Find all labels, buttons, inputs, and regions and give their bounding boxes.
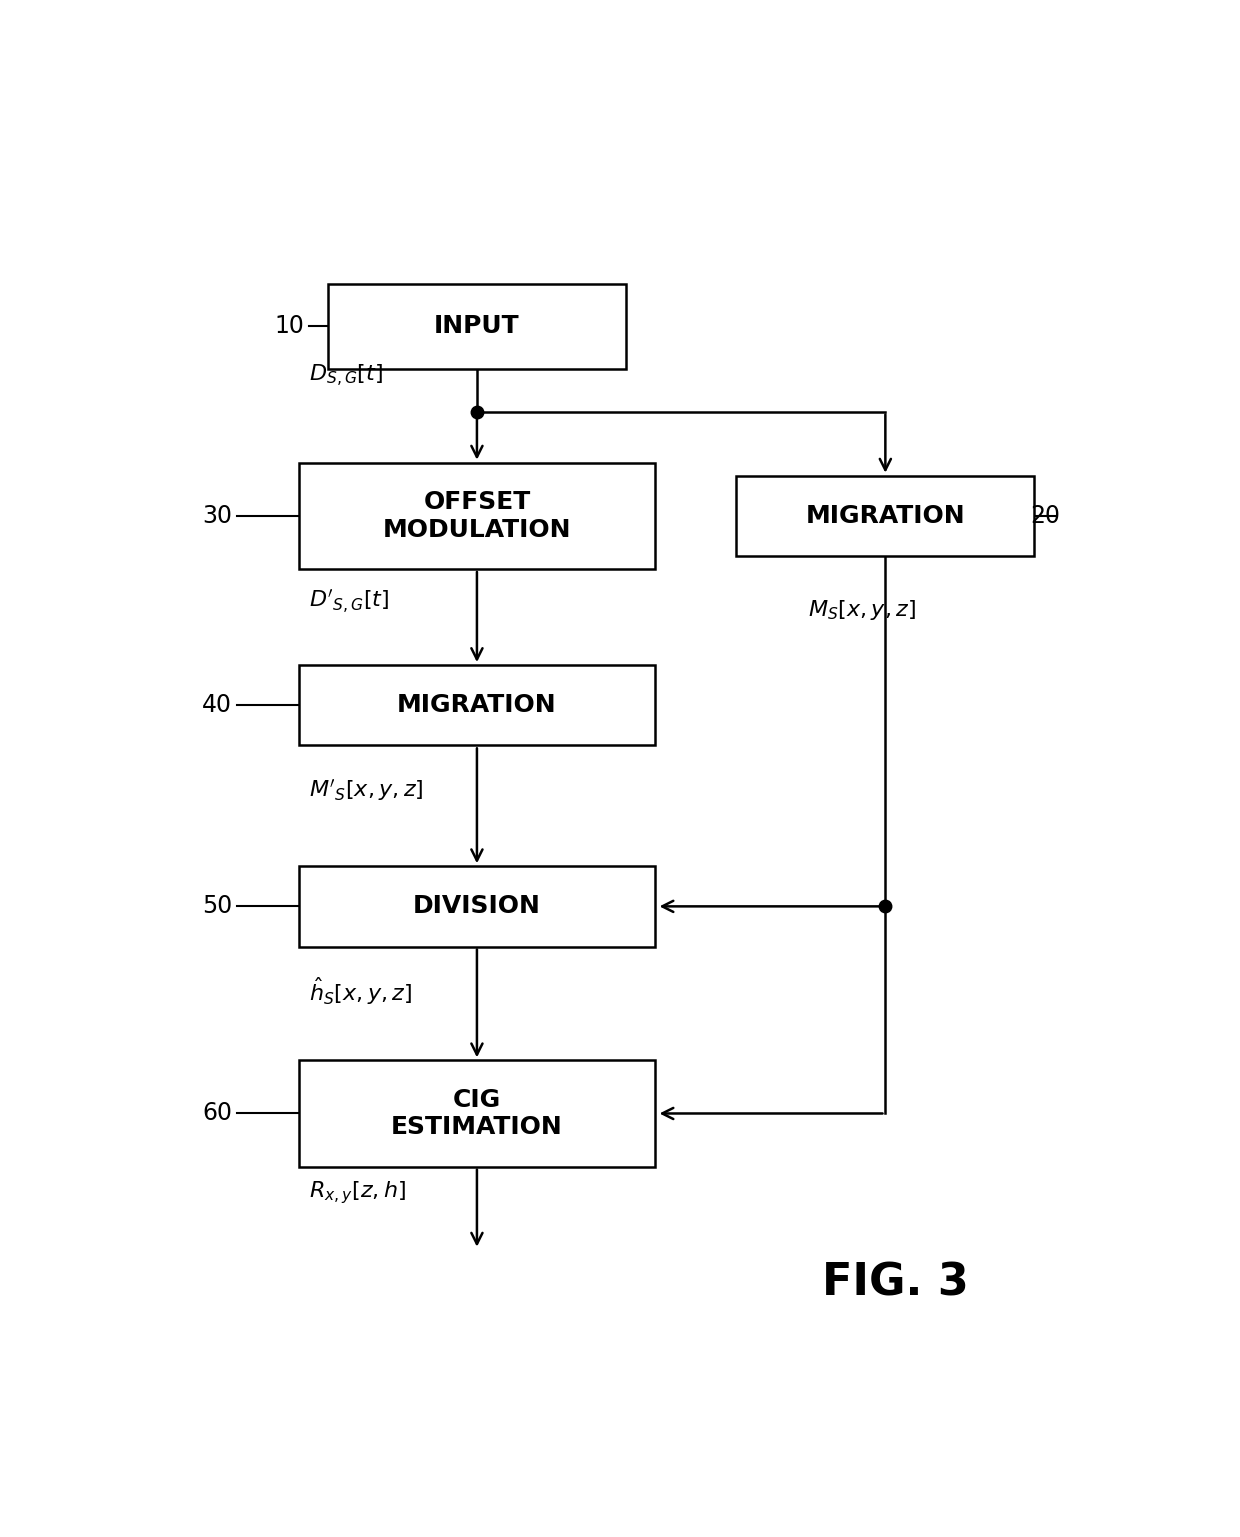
- Text: MIGRATION: MIGRATION: [397, 693, 557, 718]
- FancyBboxPatch shape: [299, 867, 655, 947]
- FancyBboxPatch shape: [327, 284, 626, 369]
- FancyBboxPatch shape: [299, 1061, 655, 1167]
- Text: DIVISION: DIVISION: [413, 895, 541, 919]
- Text: $M'_{S}[x,y,z]$: $M'_{S}[x,y,z]$: [309, 778, 423, 804]
- Text: INPUT: INPUT: [434, 315, 520, 338]
- Text: $D'_{S,G}[t]$: $D'_{S,G}[t]$: [309, 587, 389, 615]
- Text: 10: 10: [274, 315, 304, 338]
- Text: 60: 60: [202, 1102, 232, 1125]
- Text: 40: 40: [202, 693, 232, 718]
- Text: CIG
ESTIMATION: CIG ESTIMATION: [391, 1088, 563, 1139]
- Text: $M_{S}[x,y,z]$: $M_{S}[x,y,z]$: [808, 598, 916, 622]
- Text: $\hat{h}_{S}[x,y,z]$: $\hat{h}_{S}[x,y,z]$: [309, 976, 412, 1007]
- Text: 50: 50: [202, 895, 232, 919]
- FancyBboxPatch shape: [299, 666, 655, 745]
- Text: MIGRATION: MIGRATION: [806, 504, 965, 527]
- Text: 30: 30: [202, 504, 232, 527]
- FancyBboxPatch shape: [737, 475, 1034, 556]
- Text: OFFSET
MODULATION: OFFSET MODULATION: [383, 490, 572, 541]
- FancyBboxPatch shape: [299, 463, 655, 569]
- Text: $D_{S,G}[t]$: $D_{S,G}[t]$: [309, 363, 383, 389]
- Text: $R_{x,y}[z,h]$: $R_{x,y}[z,h]$: [309, 1179, 405, 1207]
- Text: 20: 20: [1030, 504, 1060, 527]
- Text: FIG. 3: FIG. 3: [822, 1262, 968, 1305]
